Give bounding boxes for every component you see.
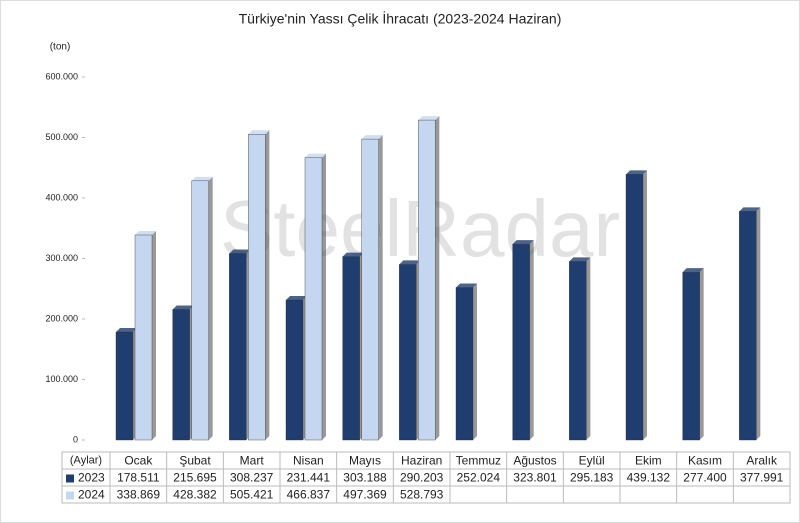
table-value: 505.421 (230, 488, 274, 502)
bar (682, 271, 700, 441)
y-tick-label: 200.000 (45, 313, 78, 323)
y-tick-label: 500.000 (45, 132, 78, 142)
bar-top (135, 230, 156, 235)
bar-side (208, 176, 213, 440)
x-tick-label: Aralık (746, 454, 778, 468)
x-tick-label: Ekim (635, 454, 662, 468)
table-value: 466.837 (287, 488, 331, 502)
legend-swatch (66, 474, 74, 483)
x-tick-label: Mayıs (349, 454, 381, 468)
legend-swatch (66, 491, 74, 500)
bar-top (172, 305, 194, 310)
bar-top (512, 240, 534, 245)
bar-top (116, 328, 137, 333)
bar (248, 134, 266, 441)
legend-label: 2023 (78, 471, 105, 485)
y-tick-label: 300.000 (45, 253, 78, 263)
y-axis-label: (ton) (50, 42, 71, 53)
bar (172, 309, 190, 441)
y-tick-label: 100.000 (45, 374, 78, 384)
bar (512, 243, 530, 441)
bar-side (265, 130, 270, 441)
bar-top (305, 153, 326, 158)
bar-top (456, 283, 477, 288)
table-value: 178.511 (117, 471, 160, 485)
bar (455, 287, 474, 441)
chart-title: Türkiye'nin Yassı Çelik İhracatı (2023-2… (239, 10, 562, 27)
x-tick-label: Şubat (179, 454, 211, 468)
bar-side (756, 207, 761, 440)
bar (191, 180, 209, 441)
bar (304, 157, 323, 441)
bar-top (229, 249, 251, 254)
table-value: 277.400 (683, 471, 727, 485)
x-axis-label: (Aylar) (70, 454, 102, 466)
table-value: 497.369 (343, 488, 387, 502)
bar (418, 119, 436, 441)
table-value: 338.869 (117, 488, 161, 502)
y-tick-label: 0 (73, 434, 78, 444)
bar (361, 138, 379, 441)
bar (342, 256, 360, 441)
bar-side (378, 135, 383, 441)
bar (625, 174, 644, 441)
bar-top (248, 130, 270, 135)
bar (285, 299, 304, 441)
table-border (61, 451, 791, 504)
y-tick-label: 400.000 (45, 192, 78, 202)
table-value: 231.441 (287, 471, 331, 485)
bar-top (191, 176, 213, 181)
bar-side (586, 257, 591, 440)
bar-top (399, 260, 421, 265)
bar-top (361, 135, 383, 140)
x-tick-label: Eylül (579, 454, 605, 468)
bar-top (286, 295, 307, 300)
bar-side (473, 283, 477, 440)
x-tick-label: Ocak (124, 454, 153, 468)
bar-side (435, 116, 440, 441)
x-tick-label: Ağustos (513, 454, 556, 468)
table-value: 323.801 (513, 471, 557, 485)
table-value: 215.695 (173, 471, 217, 485)
table-value: 252.024 (457, 471, 501, 485)
y-tick-label: 600.000 (45, 71, 78, 81)
bar-top (418, 116, 440, 121)
bar (134, 234, 153, 441)
table-value: 290.203 (400, 471, 444, 485)
bar (229, 253, 247, 441)
legend-label: 2024 (78, 488, 105, 502)
bar-side (643, 170, 647, 440)
table-value: 428.382 (173, 488, 217, 502)
bar-side (322, 153, 326, 441)
bar (739, 211, 757, 441)
x-tick-label: Nisan (293, 454, 324, 468)
bar-top (569, 257, 591, 262)
table-value: 528.793 (400, 488, 444, 502)
bar (399, 264, 417, 441)
table-value: 295.183 (570, 471, 614, 485)
x-tick-label: Kasım (688, 454, 722, 468)
x-tick-label: Temmuz (456, 454, 501, 468)
bar (115, 331, 134, 441)
bar-top (626, 170, 647, 175)
bar-side (152, 230, 156, 440)
table-value: 303.188 (343, 471, 387, 485)
bar-top (342, 252, 364, 257)
bar-side (529, 240, 534, 440)
bar (569, 261, 587, 441)
bar-side (699, 268, 704, 440)
table-value: 377.991 (740, 471, 784, 485)
table-value: 439.132 (627, 471, 671, 485)
table-value: 308.237 (230, 471, 274, 485)
x-tick-label: Haziran (401, 454, 442, 468)
bar-top (682, 268, 704, 273)
bar-top (739, 207, 761, 212)
x-tick-label: Mart (240, 454, 265, 468)
